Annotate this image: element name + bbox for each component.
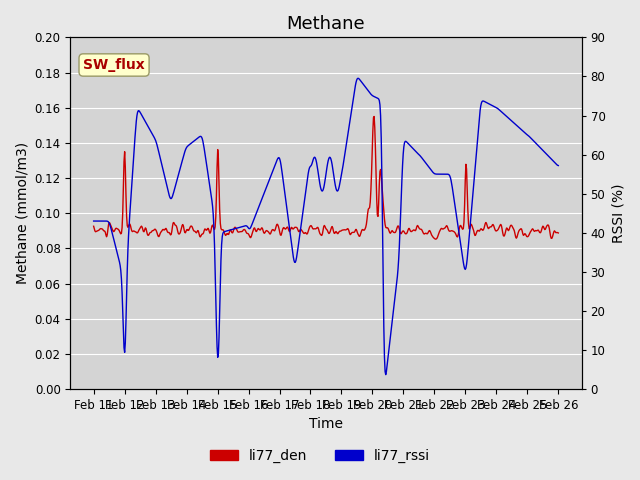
X-axis label: Time: Time bbox=[309, 418, 343, 432]
Title: Methane: Methane bbox=[287, 15, 365, 33]
Legend: li77_den, li77_rssi: li77_den, li77_rssi bbox=[204, 443, 436, 468]
Y-axis label: RSSI (%): RSSI (%) bbox=[611, 183, 625, 243]
Y-axis label: Methane (mmol/m3): Methane (mmol/m3) bbox=[15, 142, 29, 284]
Text: SW_flux: SW_flux bbox=[83, 58, 145, 72]
